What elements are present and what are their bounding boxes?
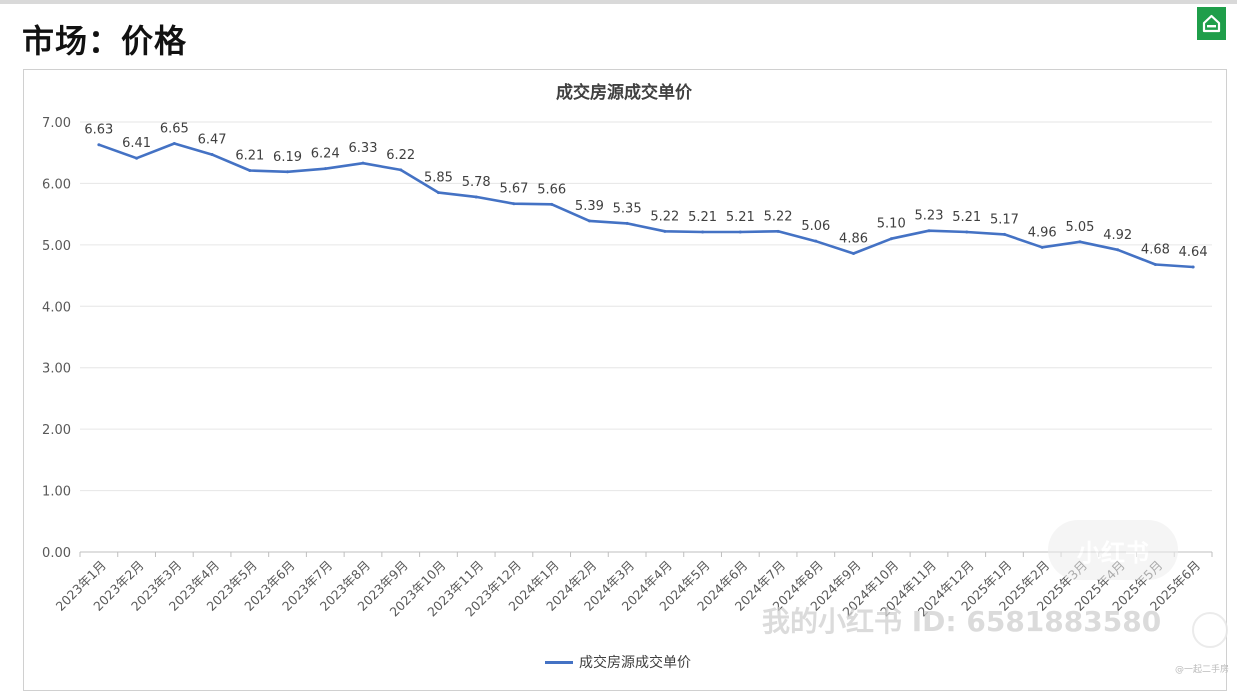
- data-point: [927, 229, 931, 233]
- data-point: [889, 237, 893, 241]
- data-label: 5.22: [650, 209, 679, 224]
- chart-frame: [23, 69, 1227, 691]
- chart-legend: 成交房源成交单价: [545, 652, 691, 672]
- data-label: 5.22: [764, 209, 793, 224]
- page-title: 市场：价格: [22, 22, 188, 60]
- data-label: 4.68: [1141, 243, 1170, 258]
- data-point: [701, 230, 705, 234]
- y-tick-label: 5.00: [42, 239, 71, 254]
- data-point: [852, 251, 856, 255]
- data-point: [399, 168, 403, 172]
- data-point: [1040, 245, 1044, 249]
- y-tick-label: 1.00: [42, 485, 71, 500]
- y-tick-label: 6.00: [42, 177, 71, 192]
- data-label: 5.21: [952, 210, 981, 225]
- green-house-icon: [1197, 7, 1226, 40]
- data-label: 6.19: [273, 150, 302, 165]
- watermark-text: 我的小红书 ID: 6581883580: [762, 605, 1162, 638]
- data-point: [663, 229, 667, 233]
- top-divider: [0, 0, 1237, 4]
- legend-label: 成交房源成交单价: [579, 655, 691, 671]
- y-tick-label: 2.00: [42, 423, 71, 438]
- data-point: [248, 169, 252, 173]
- data-label: 6.65: [160, 122, 189, 137]
- data-point: [1153, 263, 1157, 267]
- data-label: 6.22: [386, 148, 415, 163]
- data-point: [323, 167, 327, 171]
- data-point: [550, 202, 554, 206]
- data-label: 4.92: [1103, 228, 1132, 243]
- data-point: [1116, 248, 1120, 252]
- data-label: 5.21: [726, 210, 755, 225]
- data-label: 5.35: [613, 201, 642, 216]
- data-label: 4.96: [1028, 225, 1057, 240]
- data-point: [625, 221, 629, 225]
- data-point: [436, 191, 440, 195]
- data-label: 6.24: [311, 147, 340, 162]
- line-chart: 0.001.002.003.004.005.006.007.002023年1月2…: [42, 116, 1213, 620]
- y-tick-label: 0.00: [42, 546, 71, 561]
- data-label: 6.63: [84, 123, 113, 138]
- legend-swatch: [545, 660, 573, 664]
- data-point: [965, 230, 969, 234]
- y-tick-label: 4.00: [42, 300, 71, 315]
- data-label: 5.85: [424, 171, 453, 186]
- data-point: [512, 202, 516, 206]
- data-point: [1078, 240, 1082, 244]
- watermark-badge: 小红书: [1048, 520, 1178, 580]
- data-label: 5.23: [915, 209, 944, 224]
- data-label: 5.66: [537, 182, 566, 197]
- data-label: 6.21: [235, 149, 264, 164]
- data-label: 4.86: [839, 231, 868, 246]
- data-label: 5.05: [1065, 220, 1094, 235]
- data-label: 4.64: [1179, 245, 1208, 260]
- data-point: [776, 229, 780, 233]
- data-point: [1191, 265, 1195, 269]
- data-point: [361, 161, 365, 165]
- data-point: [474, 195, 478, 199]
- data-point: [738, 230, 742, 234]
- data-point: [97, 143, 101, 147]
- data-label: 5.21: [688, 210, 717, 225]
- data-point: [587, 219, 591, 223]
- series-line: [98, 142, 1194, 269]
- corner-note: @一起二手房: [1175, 665, 1230, 675]
- data-label: 5.78: [462, 175, 491, 190]
- data-label: 6.47: [198, 133, 227, 148]
- data-label: 5.06: [801, 219, 830, 234]
- data-point: [172, 142, 176, 145]
- chart-title: 成交房源成交单价: [556, 83, 692, 103]
- data-label: 5.67: [499, 182, 528, 197]
- data-point: [135, 156, 139, 160]
- y-tick-label: 7.00: [42, 116, 71, 131]
- data-point: [210, 153, 214, 157]
- data-label: 5.17: [990, 212, 1019, 227]
- data-point: [1002, 232, 1006, 236]
- y-tick-label: 3.00: [42, 362, 71, 377]
- data-label: 5.39: [575, 199, 604, 214]
- data-label: 5.10: [877, 217, 906, 232]
- seal-icon: [1192, 612, 1228, 648]
- data-point: [814, 239, 818, 243]
- data-point: [286, 170, 290, 174]
- data-label: 6.33: [349, 141, 378, 156]
- data-label: 6.41: [122, 136, 151, 151]
